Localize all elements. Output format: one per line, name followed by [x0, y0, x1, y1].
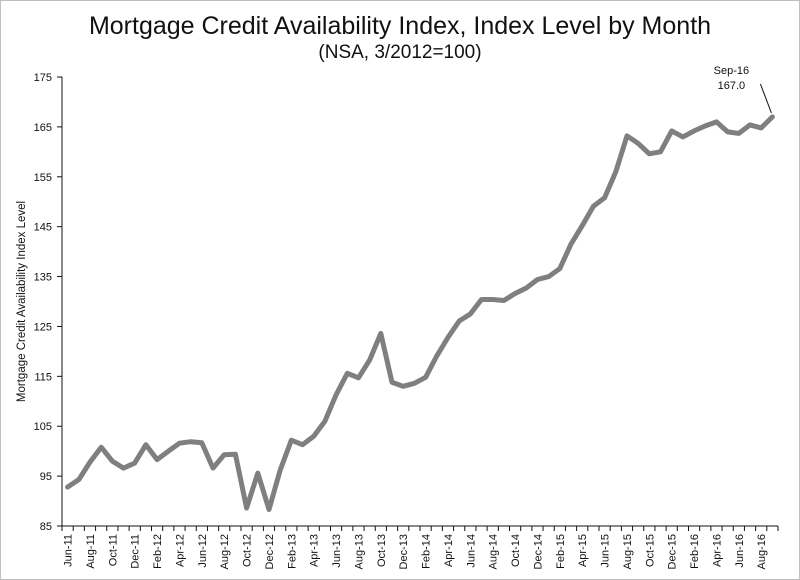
last-value-annotation: Sep-16 167.0	[714, 65, 772, 114]
x-axis: Jun-11 Aug-11 Oct-11 Dec-11 Feb-12 Apr-12 Jun-…	[61, 525, 779, 569]
x-tick-label: Jun-15	[600, 534, 612, 568]
y-tick-label: 125	[34, 321, 52, 333]
x-tick-label: Aug-12	[219, 534, 231, 569]
y-tick-label: 135	[34, 272, 52, 284]
x-tick-label: Oct-13	[376, 534, 388, 567]
x-tick-label: Apr-16	[711, 534, 723, 567]
series-group	[65, 114, 775, 512]
y-tick-label: 145	[34, 222, 52, 234]
x-tick-label: Jun-16	[734, 534, 746, 568]
x-tick-label: Jun-12	[197, 534, 209, 568]
x-tick-label: Dec-12	[264, 534, 276, 569]
y-tick-label: 105	[34, 421, 52, 433]
annotation-month: Sep-16	[714, 65, 749, 77]
x-tick-label: Aug-16	[756, 534, 768, 569]
series-line	[65, 114, 775, 512]
x-tick-label: Jun-11	[63, 534, 75, 567]
annotation-value: 167.0	[718, 80, 746, 92]
x-tick-label: Apr-14	[443, 534, 455, 567]
chart-title: Mortgage Credit Availability Index, Inde…	[88, 12, 712, 40]
x-tick-label: Dec-11	[130, 534, 142, 569]
y-axis: 85 95 105 115 125 135 145 155 165 175	[34, 72, 63, 533]
x-tick-label: Jun-13	[331, 534, 343, 568]
x-tick-label: Oct-15	[644, 534, 656, 567]
x-tick-label: Jun-14	[465, 534, 477, 568]
x-tick-label: Oct-12	[242, 534, 254, 567]
x-tick-label: Aug-13	[353, 534, 365, 569]
x-tick-label: Aug-15	[622, 534, 634, 569]
x-tick-label: Dec-13	[398, 534, 410, 569]
y-tick-label: 155	[34, 172, 52, 184]
y-tick-label: 115	[34, 371, 52, 383]
y-axis-label: Mortgage Credit Availability Index Level	[16, 201, 28, 402]
chart-subtitle: (NSA, 3/2012=100)	[318, 42, 482, 63]
x-tick-label: Apr-15	[577, 534, 589, 567]
y-tick-label: 85	[40, 521, 52, 533]
x-tick-label: Feb-12	[152, 534, 164, 569]
x-tick-label: Aug-14	[488, 534, 500, 569]
y-tick-label: 175	[34, 72, 52, 84]
x-tick-label: Oct-14	[510, 534, 522, 567]
x-tick-label: Dec-14	[532, 534, 544, 569]
y-tick-label: 95	[40, 471, 52, 483]
x-tick-label: Aug-11	[85, 534, 97, 569]
y-tick-label: 165	[34, 122, 52, 134]
x-tick-label: Feb-15	[555, 534, 567, 569]
annotation-leader	[759, 83, 772, 114]
x-tick-label: Apr-13	[309, 534, 321, 567]
x-tick-label: Feb-16	[689, 534, 701, 569]
x-tick-label: Feb-13	[286, 534, 298, 569]
x-tick-label: Feb-14	[421, 534, 433, 569]
x-tick-label: Apr-12	[174, 534, 186, 567]
x-tick-label: Oct-11	[107, 534, 119, 566]
x-tick-label: Dec-15	[667, 534, 679, 569]
